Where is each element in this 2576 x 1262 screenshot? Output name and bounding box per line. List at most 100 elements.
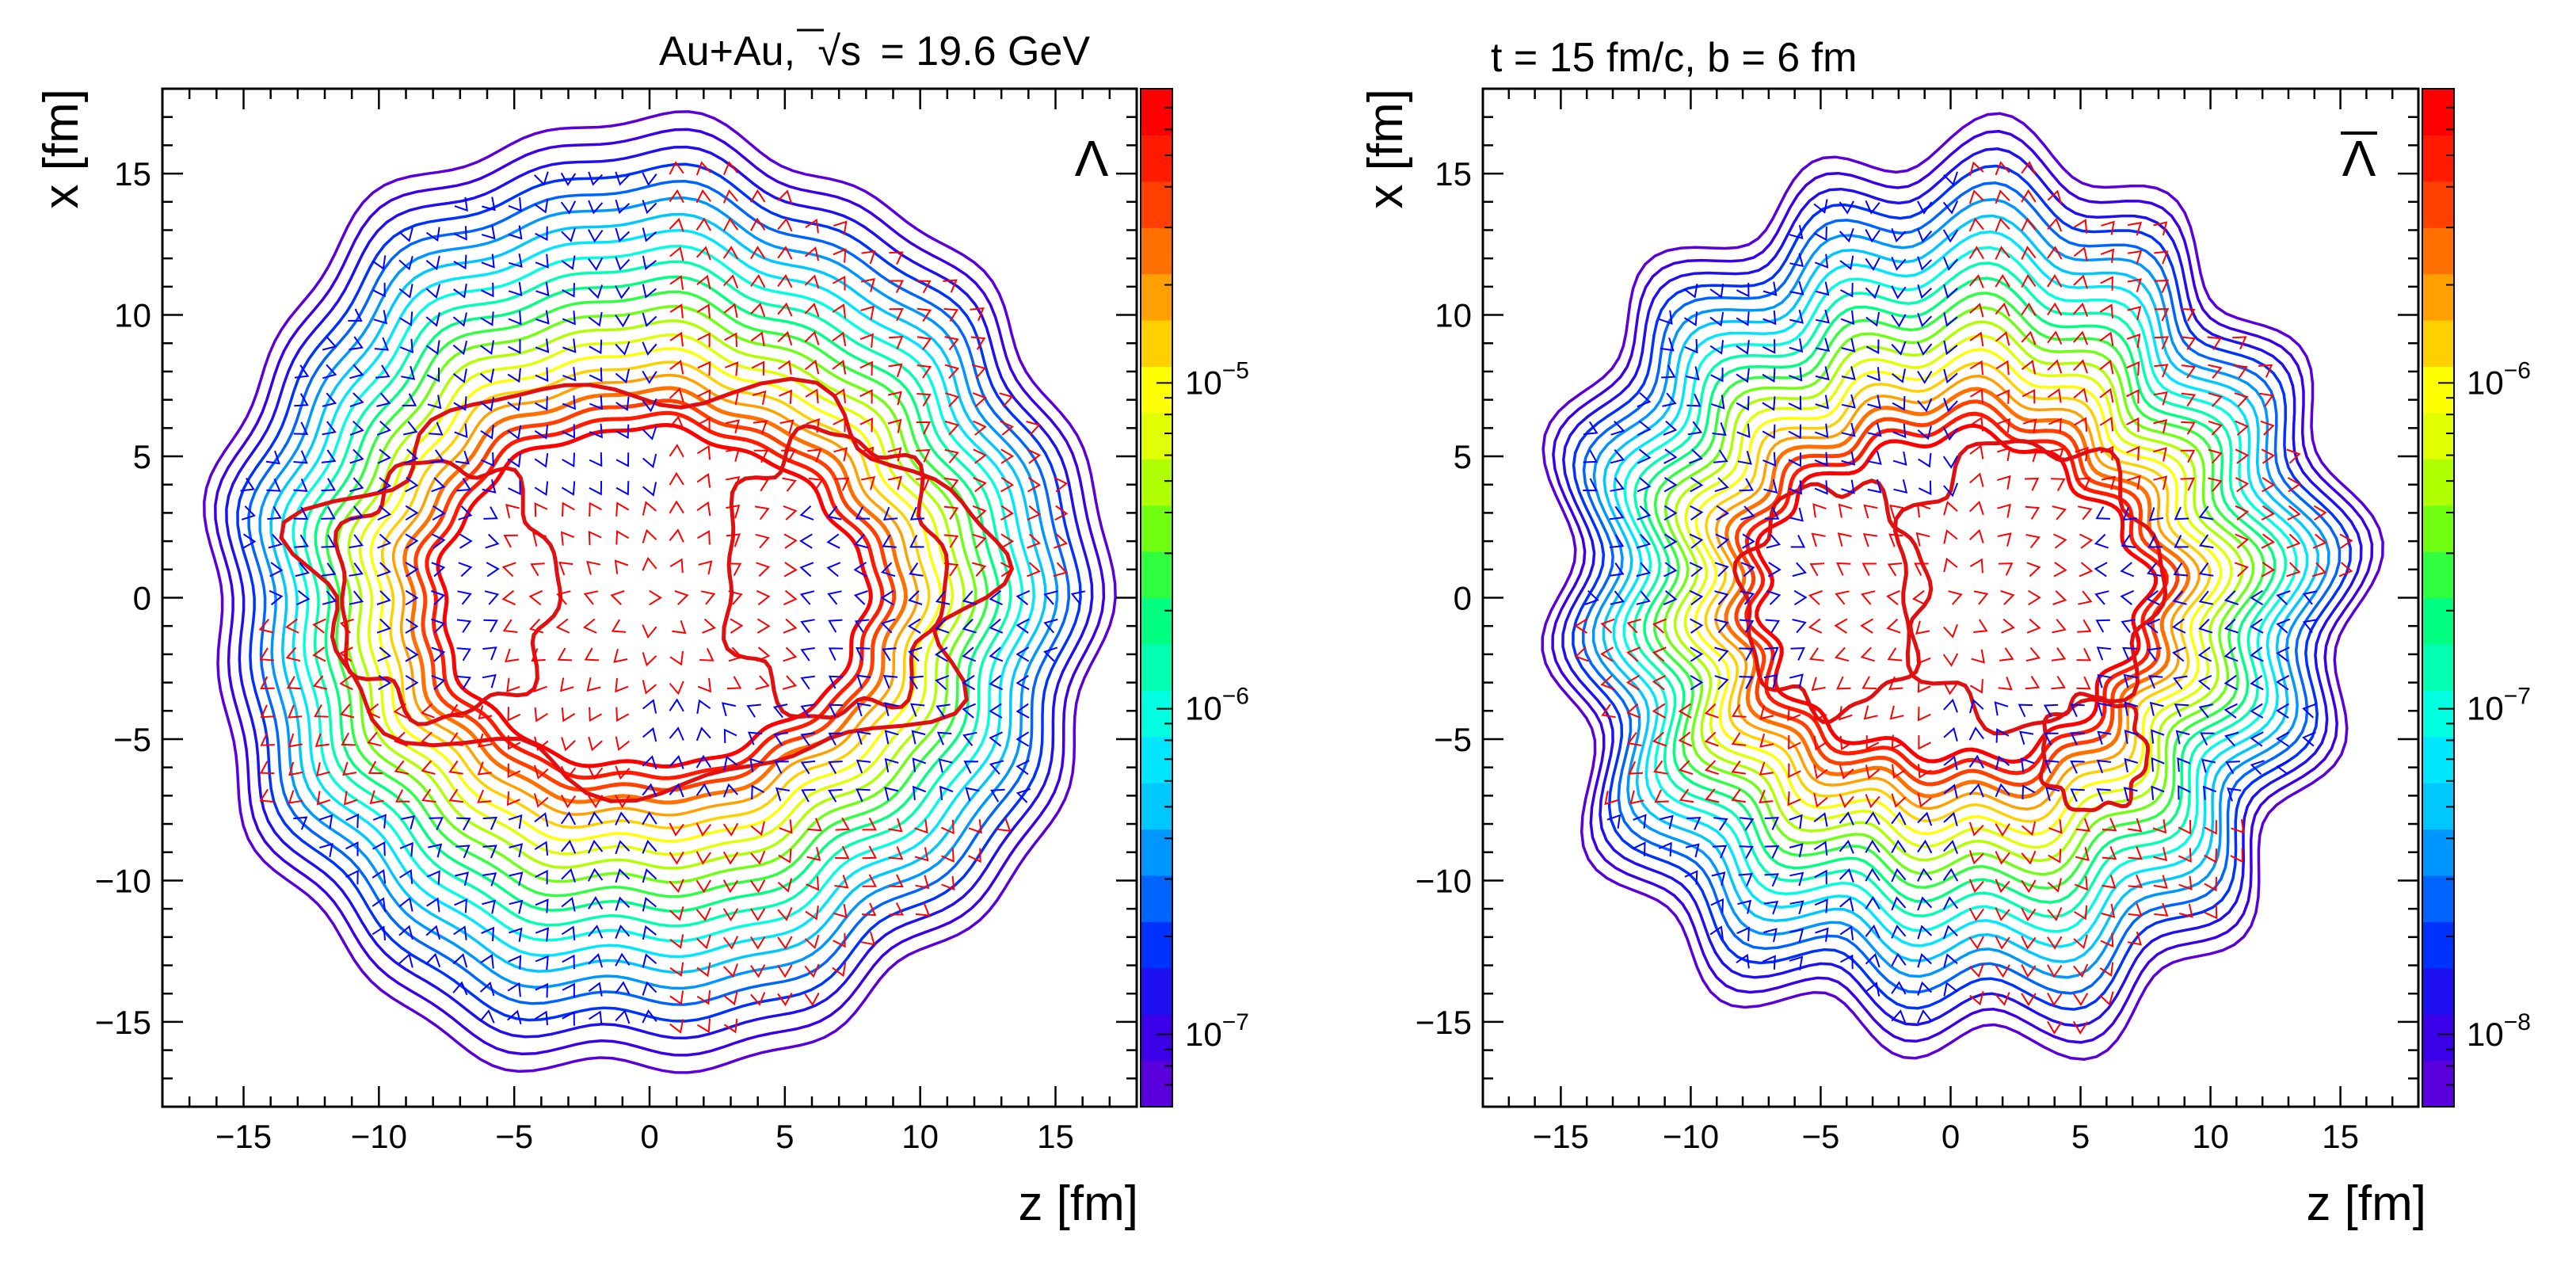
arrow-marker	[339, 646, 353, 662]
arrow-marker	[2235, 420, 2250, 436]
arrow-marker	[2122, 506, 2137, 521]
arrow-marker	[1601, 703, 1616, 719]
arrow-marker	[774, 761, 789, 774]
arrow-marker	[561, 481, 576, 496]
arrow-marker	[2202, 785, 2217, 801]
arrow-marker	[394, 760, 410, 775]
arrow-marker	[971, 364, 987, 379]
arrow-marker	[696, 274, 711, 290]
arrow-marker	[1865, 924, 1881, 939]
arrow-marker	[508, 311, 522, 326]
arrow-marker	[349, 477, 364, 493]
arrow-marker	[1636, 533, 1652, 549]
arrow-marker	[2230, 848, 2243, 864]
arrow-marker	[695, 161, 711, 176]
arrow-marker	[1865, 200, 1881, 215]
arrow-marker	[669, 161, 684, 175]
colorbar-swatch	[1141, 366, 1172, 414]
arrow-marker	[722, 246, 739, 260]
arrow-marker	[1839, 200, 1854, 215]
colorbar-swatch	[1141, 412, 1172, 459]
arrow-marker	[1865, 811, 1881, 825]
arrow-marker	[2097, 674, 2112, 688]
arrow-marker	[1789, 843, 1804, 858]
arrow-marker	[561, 840, 577, 854]
arrow-marker	[2180, 477, 2195, 491]
arrow-marker	[1815, 927, 1829, 942]
arrow-marker	[1917, 398, 1933, 413]
arrow-marker	[2072, 993, 2089, 1007]
arrow-marker	[916, 280, 932, 294]
arrow-marker	[1889, 504, 1904, 519]
arrow-marker	[1652, 618, 1667, 634]
arrow-marker	[855, 506, 871, 520]
arrow-marker	[2127, 931, 2143, 946]
arrow-marker	[1574, 646, 1589, 662]
arrow-marker	[695, 851, 711, 865]
arrow-marker	[695, 246, 711, 261]
arrow-marker	[2178, 903, 2193, 918]
arrow-marker	[1660, 337, 1675, 352]
arrow-marker	[1637, 477, 1652, 493]
arrow-marker	[782, 477, 797, 492]
arrow-marker	[507, 763, 521, 779]
arrow-marker	[989, 675, 1004, 691]
arrow-marker	[589, 501, 602, 517]
arrow-marker	[1839, 867, 1854, 883]
arrow-marker	[1968, 217, 1984, 232]
arrow-marker	[2094, 562, 2108, 578]
arrow-marker	[916, 448, 931, 463]
arrow-marker	[2073, 219, 2088, 234]
arrow-marker	[1764, 817, 1779, 830]
arrow-marker	[750, 992, 766, 1006]
arrow-marker	[855, 647, 871, 661]
arrow-marker	[2208, 392, 2223, 407]
arrow-marker	[457, 590, 472, 605]
arrow-marker	[2021, 273, 2037, 288]
arrow-marker	[833, 248, 847, 263]
arrow-marker	[695, 754, 711, 768]
arrow-marker	[2121, 534, 2136, 548]
arrow-marker	[936, 731, 952, 745]
arrow-marker	[1969, 331, 1984, 347]
right-title: t = 15 fm/c, b = 6 fm	[1491, 35, 1857, 81]
arrow-marker	[588, 736, 603, 752]
arrow-marker	[2051, 676, 2066, 690]
arrow-marker	[2233, 364, 2248, 379]
contour-level-1	[1551, 129, 2374, 1044]
arrow-marker	[779, 819, 793, 834]
arrow-marker	[642, 1009, 657, 1024]
arrow-marker	[1862, 532, 1878, 547]
arrow-marker	[2127, 306, 2142, 321]
arrow-marker	[972, 533, 987, 549]
arrow-marker	[916, 307, 932, 322]
arrow-marker	[562, 338, 577, 353]
arrow-marker	[562, 367, 577, 382]
contour-level-10	[1643, 276, 2277, 904]
arrow-marker	[1652, 731, 1667, 747]
arrow-marker	[1997, 532, 2012, 547]
arrow-marker	[586, 560, 601, 575]
arrow-marker	[751, 784, 764, 800]
arrow-marker	[777, 246, 793, 260]
arrow-marker	[750, 217, 766, 231]
arrow-marker	[615, 677, 629, 693]
arrow-marker	[454, 898, 468, 913]
arrow-marker	[2151, 757, 2165, 772]
arrow-marker	[560, 765, 577, 780]
arrow-marker	[755, 533, 770, 549]
arrow-marker	[2153, 391, 2168, 406]
arrow-marker	[1865, 284, 1881, 299]
arrow-marker	[756, 618, 771, 634]
arrow-marker	[1998, 562, 2014, 576]
arrow-marker	[1792, 619, 1807, 634]
contour-level-10	[314, 275, 1000, 913]
arrow-marker	[2261, 562, 2276, 578]
arrow-marker	[615, 199, 631, 215]
arrow-marker	[1762, 310, 1777, 326]
arrow-marker	[1943, 312, 1958, 327]
arrow-marker	[2224, 731, 2239, 747]
arrow-marker	[1626, 703, 1641, 719]
arrow-marker	[2154, 336, 2170, 350]
arrow-marker	[479, 981, 495, 997]
